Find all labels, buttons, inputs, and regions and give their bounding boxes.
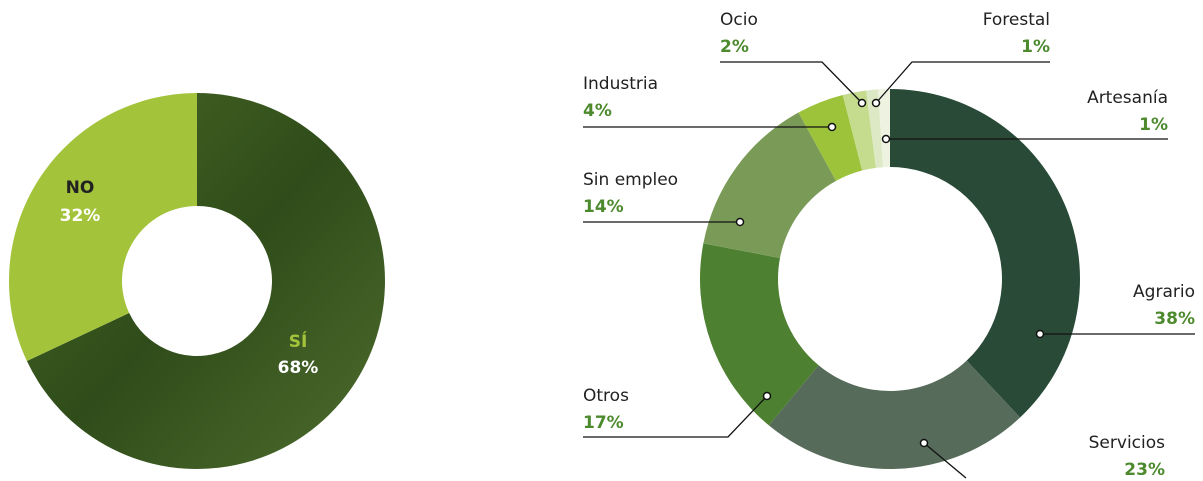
leader-dot — [881, 134, 891, 144]
slice — [768, 360, 1021, 469]
leader-line — [875, 61, 1050, 104]
leader-dot — [735, 217, 745, 227]
slice-label: Agrario — [1133, 282, 1195, 302]
slice-value: 14% — [583, 197, 624, 217]
leader-dot — [871, 98, 881, 108]
leader-dot — [1035, 329, 1045, 339]
slice-value: 32% — [60, 206, 101, 226]
slice — [700, 243, 819, 426]
slice — [866, 89, 883, 168]
slice-label: Sin empleo — [583, 170, 678, 190]
leader-dot — [857, 98, 867, 108]
slice-label: Artesanía — [1087, 88, 1168, 108]
leader-dot — [762, 391, 772, 401]
slice — [798, 94, 863, 181]
slice — [8, 93, 197, 362]
slice-label: Servicios — [1089, 433, 1165, 453]
slice — [842, 90, 876, 171]
slice-value: 17% — [583, 413, 624, 433]
slice-label: Otros — [583, 386, 629, 406]
slice — [26, 93, 385, 469]
slice-value: 1% — [1021, 37, 1050, 57]
slice — [878, 89, 890, 168]
slice-value: 38% — [1154, 309, 1195, 329]
slice-value: 23% — [1124, 460, 1165, 480]
leader-dot — [919, 438, 929, 448]
slice-label: NO — [66, 178, 95, 198]
slice — [890, 89, 1081, 418]
slice-label: Ocio — [720, 10, 758, 30]
slice-value: 2% — [720, 37, 749, 57]
leader-line — [923, 442, 967, 479]
slice-value: 68% — [278, 358, 319, 378]
slice-label: SÍ — [289, 330, 308, 352]
leader-line — [720, 61, 863, 104]
leader-dot — [827, 122, 837, 132]
slice-label: Forestal — [983, 10, 1050, 30]
slice-value: 1% — [1139, 115, 1168, 135]
leader-line — [583, 395, 768, 438]
slice-label: Industria — [583, 74, 658, 94]
slice-value: 4% — [583, 101, 612, 121]
